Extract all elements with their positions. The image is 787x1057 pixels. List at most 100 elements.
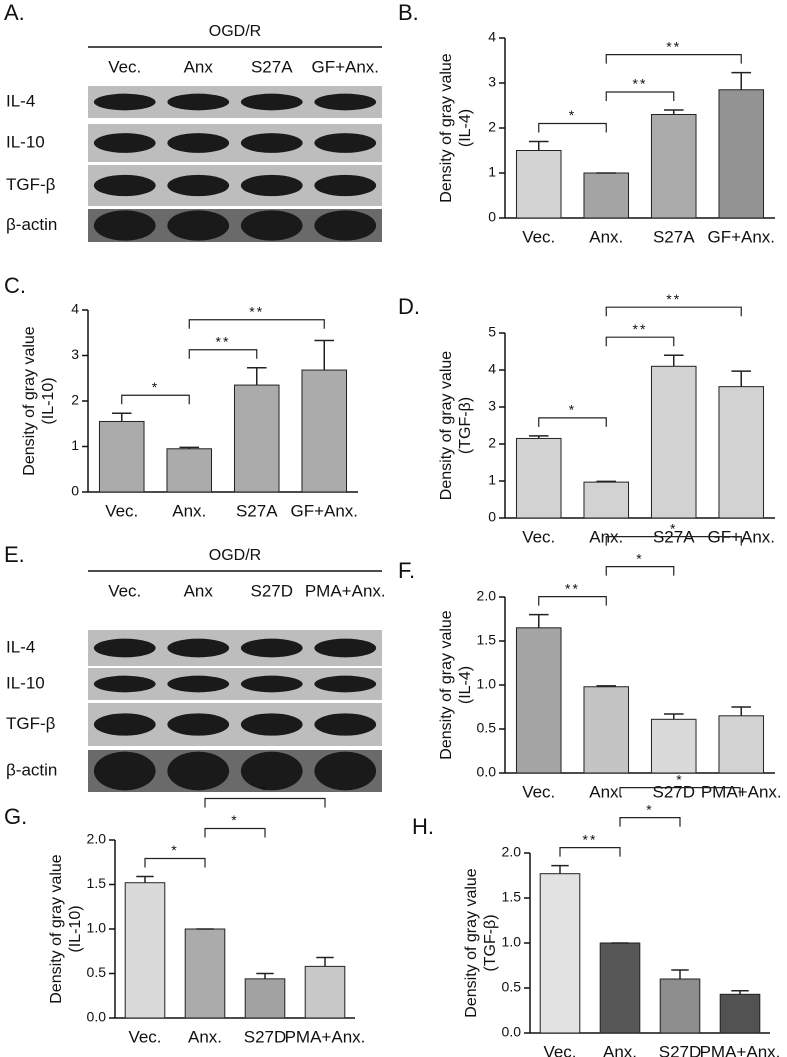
panel-label: B. — [398, 0, 419, 25]
blot-band — [167, 713, 230, 736]
significance-bracket — [605, 536, 742, 546]
significance-label: ** — [666, 291, 681, 307]
significance-label: ** — [633, 76, 648, 92]
panel-label: E. — [4, 542, 25, 567]
row-label: TGF-β — [6, 714, 56, 733]
blot-band — [314, 210, 377, 241]
significance-bracket — [605, 306, 742, 317]
row-label: IL-4 — [6, 637, 35, 656]
significance-bracket — [188, 349, 258, 359]
y-tick-label: 0 — [488, 209, 496, 225]
bar — [718, 715, 765, 774]
lane-label: Vec. — [108, 581, 141, 600]
blot-band — [314, 713, 377, 736]
significance-bracket — [144, 857, 206, 868]
blot-band — [167, 751, 230, 791]
blot-band — [167, 93, 230, 111]
x-tick-label: PMA+Anx. — [701, 782, 782, 801]
blot-header: OGD/R — [209, 547, 261, 564]
bar — [659, 978, 701, 1034]
significance-label: * — [231, 812, 238, 828]
significance-label: * — [171, 842, 178, 858]
y-tick-label: 2.0 — [87, 831, 107, 847]
blot-band — [240, 638, 303, 658]
blot-band — [167, 174, 230, 197]
significance-label: ** — [565, 580, 580, 596]
y-tick-label: 2 — [488, 119, 496, 135]
x-tick-label: Vec. — [128, 1027, 161, 1046]
bar — [719, 993, 761, 1034]
y-tick-label: 4 — [71, 301, 79, 317]
bar — [304, 965, 346, 1019]
y-tick-label: 3 — [488, 398, 496, 414]
y-axis-label: Density of gray value — [438, 53, 455, 203]
y-tick-label: 3 — [71, 346, 79, 362]
blot-band — [240, 174, 303, 197]
bar — [515, 150, 562, 219]
panel-label: H. — [412, 814, 434, 839]
x-tick-label: Vec. — [522, 527, 555, 546]
bar — [539, 873, 581, 1034]
significance-bracket — [619, 787, 741, 797]
row-label: β-actin — [6, 760, 57, 779]
row-label: TGF-β — [6, 175, 56, 194]
x-tick-label: Anx. — [603, 1042, 637, 1057]
y-tick-label: 2.0 — [477, 588, 497, 604]
significance-bracket — [538, 417, 607, 427]
y-tick-label: 0.5 — [87, 964, 107, 980]
panel-label: D. — [398, 294, 420, 319]
significance-label: * — [569, 107, 576, 123]
blot-band — [240, 93, 303, 111]
blot-band — [314, 751, 377, 791]
significance-label: ** — [666, 38, 681, 54]
y-axis-label: Density of gray value — [438, 351, 455, 501]
blot-band — [240, 133, 303, 153]
blot-band — [240, 713, 303, 736]
significance-bracket — [605, 336, 675, 347]
panel-label: A. — [4, 0, 25, 25]
y-tick-label: 0.0 — [502, 1024, 522, 1040]
x-tick-label: Vec. — [522, 227, 555, 246]
y-tick-label: 0.0 — [87, 1009, 107, 1025]
row-label: IL-4 — [6, 91, 35, 110]
y-axis-label: (TGF-β) — [482, 914, 499, 971]
x-tick-label: S27A — [236, 501, 278, 520]
y-tick-label: 0.5 — [477, 720, 497, 736]
significance-label: * — [676, 771, 683, 787]
y-tick-label: 5 — [488, 324, 496, 340]
panel-label: G. — [4, 804, 27, 829]
blot-band — [314, 638, 377, 658]
significance-label: ** — [583, 831, 598, 847]
bar — [599, 942, 641, 1034]
bar — [718, 89, 765, 219]
bar — [650, 365, 697, 519]
blot-band — [93, 638, 156, 658]
significance-label: * — [261, 782, 268, 798]
panel-label: F. — [398, 558, 415, 583]
significance-bracket — [204, 827, 266, 838]
y-tick-label: 1 — [488, 164, 496, 180]
blot-header: OGD/R — [209, 23, 261, 40]
y-tick-label: 1.0 — [502, 934, 522, 950]
lane-label: GF+Anx. — [311, 57, 379, 76]
blot-band — [93, 713, 156, 736]
y-tick-label: 1.5 — [502, 889, 522, 905]
blot-band — [314, 133, 377, 153]
bar — [98, 420, 145, 493]
blot-band — [93, 93, 156, 111]
y-tick-label: 2.0 — [502, 844, 522, 860]
y-tick-label: 0.5 — [502, 979, 522, 995]
blot-band — [93, 675, 156, 693]
blot-band — [167, 675, 230, 693]
blot-band — [93, 133, 156, 153]
y-tick-label: 4 — [488, 361, 496, 377]
significance-bracket — [538, 596, 607, 606]
x-tick-label: Anx. — [172, 501, 206, 520]
significance-bracket — [188, 319, 325, 329]
lane-label: S27A — [251, 57, 293, 76]
bar — [301, 369, 348, 493]
blot-band — [167, 210, 230, 241]
bar — [583, 481, 630, 519]
blot-band — [93, 210, 156, 241]
y-tick-label: 1.5 — [87, 875, 107, 891]
